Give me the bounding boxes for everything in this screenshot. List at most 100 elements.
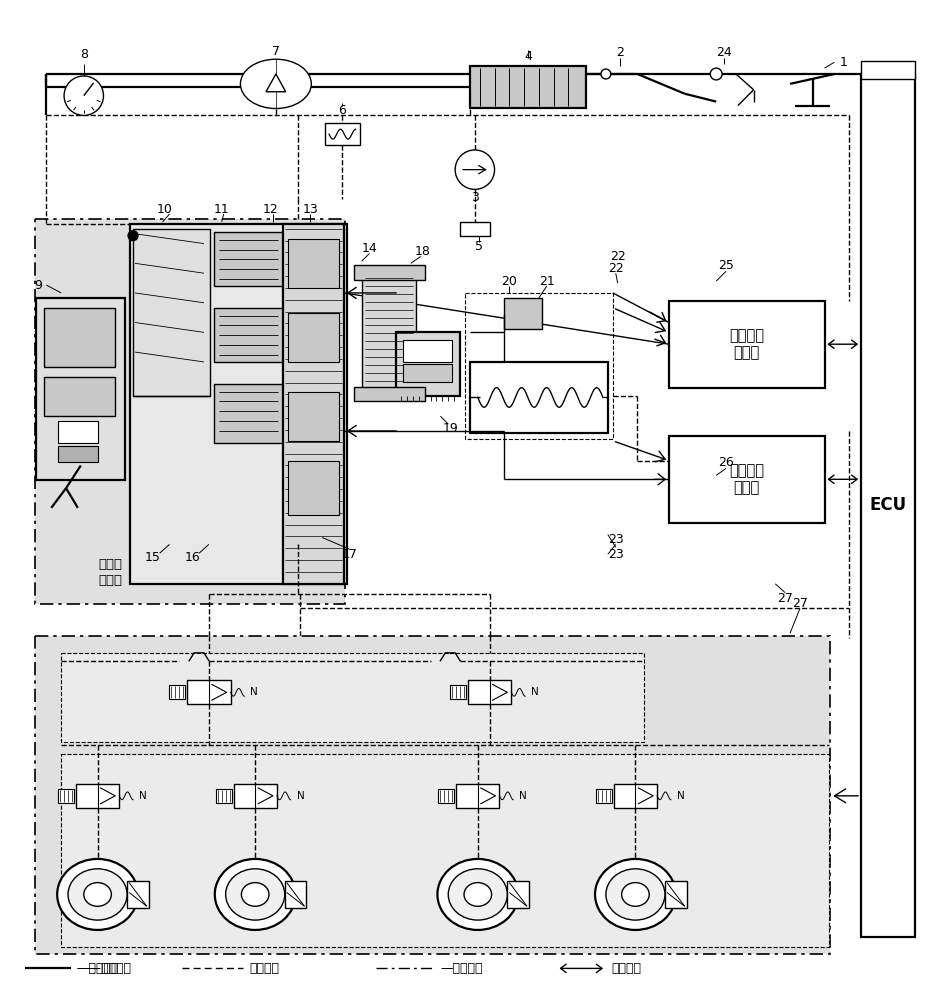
- Text: 示意图: 示意图: [99, 574, 122, 587]
- Text: 19: 19: [442, 422, 458, 436]
- Text: —区域划分: —区域划分: [440, 962, 483, 975]
- Text: 液压管路: 液压管路: [250, 962, 279, 975]
- Text: 25: 25: [718, 259, 734, 272]
- Ellipse shape: [606, 869, 665, 920]
- Bar: [61, 653, 644, 742]
- Bar: [76, 784, 119, 808]
- Text: 变速笱: 变速笱: [99, 558, 122, 571]
- Circle shape: [128, 231, 138, 241]
- Bar: [34, 636, 830, 954]
- Bar: [288, 461, 339, 515]
- Text: 2: 2: [615, 46, 624, 59]
- Ellipse shape: [57, 859, 138, 930]
- Text: 9: 9: [34, 279, 43, 292]
- Bar: [58, 446, 98, 462]
- Bar: [133, 229, 209, 396]
- Ellipse shape: [68, 869, 128, 920]
- Bar: [596, 789, 612, 803]
- Text: 17: 17: [342, 548, 358, 561]
- Text: 6: 6: [338, 104, 345, 117]
- Ellipse shape: [448, 869, 507, 920]
- Bar: [668, 301, 825, 388]
- Text: —机械结构: —机械结构: [76, 962, 118, 975]
- Circle shape: [455, 150, 494, 189]
- Bar: [861, 61, 915, 79]
- Text: 27: 27: [792, 597, 808, 610]
- Text: 10: 10: [156, 203, 172, 216]
- Ellipse shape: [595, 859, 676, 930]
- Text: 22: 22: [610, 250, 626, 263]
- Bar: [456, 784, 500, 808]
- Bar: [45, 377, 115, 416]
- Bar: [614, 784, 657, 808]
- Bar: [354, 387, 425, 401]
- Text: ECU: ECU: [869, 496, 906, 514]
- Ellipse shape: [438, 859, 519, 930]
- Text: 27: 27: [777, 592, 793, 605]
- Bar: [451, 685, 466, 699]
- Bar: [354, 265, 425, 280]
- Ellipse shape: [84, 883, 112, 906]
- Bar: [128, 881, 149, 908]
- Text: 18: 18: [414, 245, 430, 258]
- Bar: [288, 392, 339, 441]
- Text: 控制信号: 控制信号: [612, 962, 641, 975]
- Ellipse shape: [464, 883, 492, 906]
- Polygon shape: [266, 74, 286, 92]
- Bar: [45, 308, 115, 367]
- Ellipse shape: [215, 859, 295, 930]
- Bar: [58, 421, 98, 443]
- Bar: [665, 881, 687, 908]
- Bar: [403, 340, 452, 362]
- Text: 21: 21: [539, 275, 555, 288]
- Bar: [668, 436, 825, 523]
- Bar: [169, 685, 185, 699]
- Text: 24: 24: [716, 46, 732, 59]
- Bar: [214, 308, 283, 362]
- Text: 11: 11: [214, 203, 230, 216]
- Bar: [285, 881, 306, 908]
- Bar: [470, 362, 608, 433]
- Bar: [130, 224, 347, 584]
- Bar: [58, 789, 74, 803]
- Bar: [288, 313, 339, 362]
- Text: 4: 4: [524, 50, 532, 63]
- Text: 7: 7: [272, 45, 280, 58]
- Bar: [465, 293, 613, 439]
- Bar: [403, 364, 452, 382]
- Text: 16: 16: [184, 551, 200, 564]
- Text: 第二电机
控制器: 第二电机 控制器: [729, 463, 764, 495]
- Text: 12: 12: [263, 203, 278, 216]
- Text: N: N: [531, 687, 539, 697]
- Bar: [470, 66, 587, 108]
- Text: 23: 23: [608, 533, 624, 546]
- Bar: [396, 332, 460, 396]
- Text: 20: 20: [502, 275, 518, 288]
- Bar: [187, 680, 231, 704]
- Text: ——机械结构: ——机械结构: [76, 962, 131, 975]
- Bar: [505, 298, 542, 329]
- Text: N: N: [250, 687, 258, 697]
- Bar: [36, 298, 125, 480]
- Bar: [325, 123, 359, 145]
- Text: N: N: [297, 791, 304, 801]
- Bar: [468, 680, 511, 704]
- Ellipse shape: [225, 869, 285, 920]
- Text: 5: 5: [475, 240, 483, 253]
- Circle shape: [600, 69, 611, 79]
- Text: 22: 22: [608, 262, 624, 275]
- Text: 14: 14: [361, 242, 377, 255]
- Text: 第一电机
控制器: 第一电机 控制器: [729, 328, 764, 360]
- Bar: [861, 74, 915, 937]
- Text: 23: 23: [608, 548, 624, 561]
- Text: N: N: [519, 791, 527, 801]
- Ellipse shape: [241, 883, 269, 906]
- Bar: [61, 754, 830, 947]
- Bar: [439, 789, 454, 803]
- Circle shape: [710, 68, 722, 80]
- Text: 8: 8: [80, 48, 88, 61]
- Bar: [283, 224, 344, 584]
- Bar: [214, 232, 283, 286]
- Bar: [34, 219, 344, 604]
- Text: 15: 15: [145, 551, 161, 564]
